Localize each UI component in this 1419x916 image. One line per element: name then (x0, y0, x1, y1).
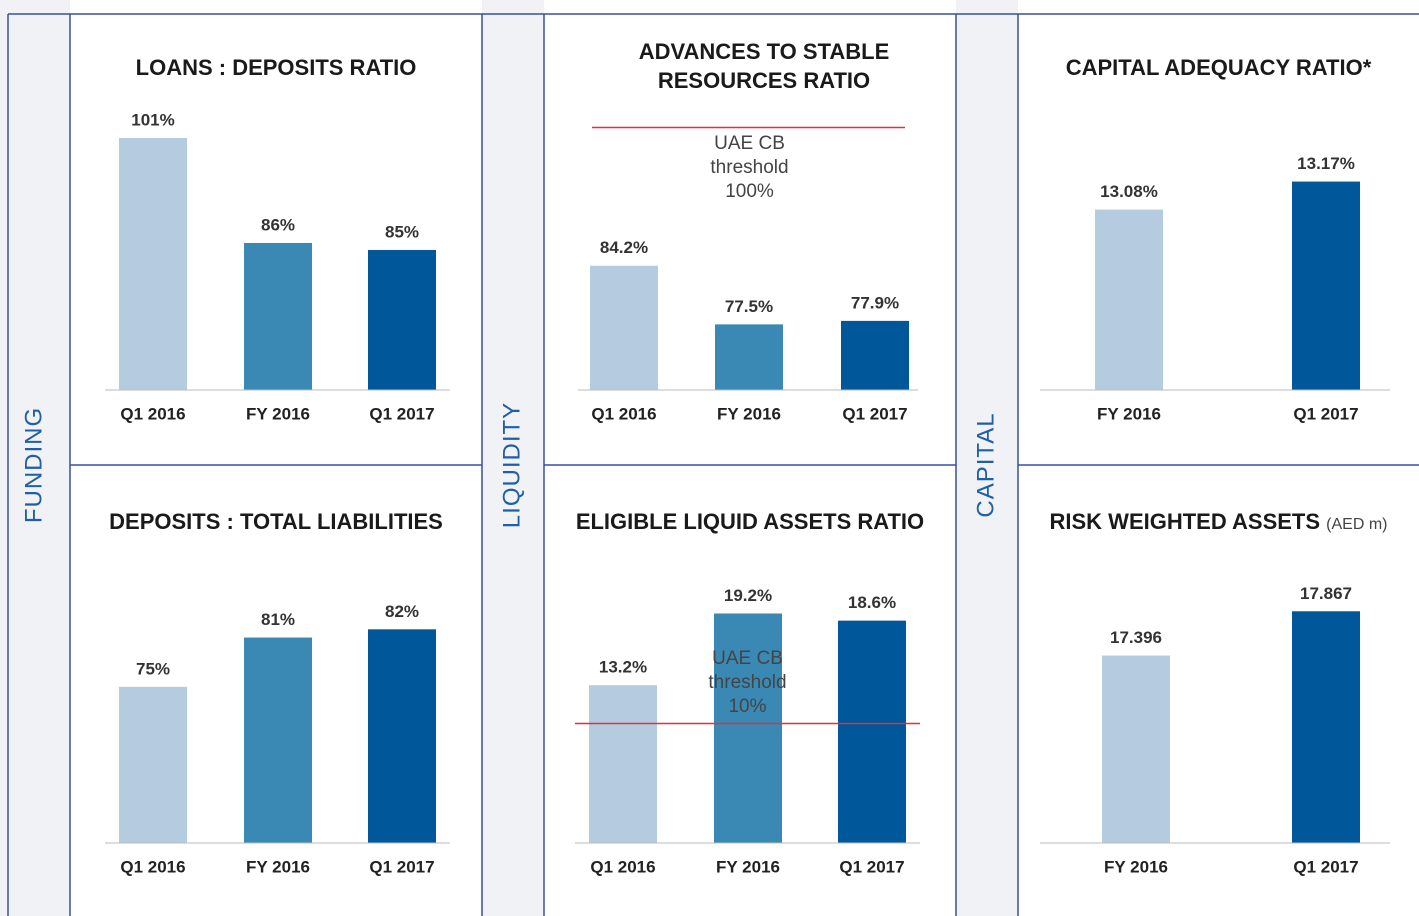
chart-title-text: DEPOSITS : TOTAL LIABILITIES (109, 509, 443, 534)
value-label: 77.5% (725, 297, 773, 316)
x-tick-label: Q1 2017 (842, 404, 907, 423)
bar (244, 637, 312, 843)
value-label: 85% (385, 222, 419, 241)
chart-title-text: ELIGIBLE LIQUID ASSETS RATIO (575, 509, 925, 534)
x-tick-label: Q1 2016 (590, 857, 655, 876)
bar (589, 685, 657, 843)
x-tick-label: Q1 2017 (1293, 857, 1358, 876)
x-tick-label: Q1 2017 (369, 857, 434, 876)
x-tick-label: Q1 2016 (591, 404, 656, 423)
value-label: 18.6% (848, 593, 896, 612)
x-tick-label: Q1 2016 (120, 404, 185, 423)
bar (1102, 655, 1170, 843)
chart-title: ELIGIBLE LIQUID ASSETS RATIO (544, 507, 956, 536)
chart-title: DEPOSITS : TOTAL LIABILITIES (70, 507, 482, 536)
section-strip (0, 0, 70, 916)
chart-title-text: ADVANCES TO STABLE RESOURCES RATIO (638, 39, 890, 93)
value-label: 17.396 (1110, 628, 1162, 647)
x-tick-label: FY 2016 (1104, 857, 1168, 876)
bar (1292, 181, 1360, 390)
section-label: FUNDING (20, 407, 47, 523)
value-label: 13.08% (1100, 182, 1158, 201)
x-tick-label: Q1 2017 (369, 404, 434, 423)
bar (841, 320, 909, 390)
chart-unit: (AED m) (1326, 516, 1388, 533)
x-tick-label: FY 2016 (717, 404, 781, 423)
bar (368, 629, 436, 843)
x-tick-label: Q1 2017 (839, 857, 904, 876)
value-label: 77.9% (851, 293, 899, 312)
threshold-label: UAE CB threshold 10% (708, 648, 787, 718)
value-label: 82% (385, 602, 419, 621)
section-label: LIQUIDITY (498, 402, 525, 528)
bar (119, 138, 187, 390)
chart-title-text: RISK WEIGHTED ASSETS (1049, 509, 1321, 534)
chart-title: LOANS : DEPOSITS RATIO (70, 53, 482, 82)
section-strip (956, 0, 1018, 916)
value-label: 13.17% (1297, 154, 1355, 173)
x-tick-label: FY 2016 (246, 404, 310, 423)
chart-title-text: LOANS : DEPOSITS RATIO (135, 55, 417, 80)
x-tick-label: Q1 2017 (1293, 404, 1358, 423)
x-tick-label: FY 2016 (246, 857, 310, 876)
x-tick-label: FY 2016 (1097, 404, 1161, 423)
value-label: 84.2% (600, 238, 648, 257)
bar (838, 620, 906, 843)
x-tick-label: Q1 2016 (120, 857, 185, 876)
value-label: 81% (261, 610, 295, 629)
chart-title-text: CAPITAL ADEQUACY RATIO* (1065, 55, 1372, 80)
value-label: 101% (131, 110, 174, 129)
value-label: 19.2% (724, 586, 772, 605)
bar (368, 250, 436, 390)
chart-title: RISK WEIGHTED ASSETS (AED m) (1018, 507, 1419, 539)
value-label: 75% (136, 659, 170, 678)
x-tick-label: FY 2016 (716, 857, 780, 876)
threshold-label: UAE CB threshold 100% (710, 132, 789, 202)
section-label: CAPITAL (972, 412, 999, 517)
chart-title: CAPITAL ADEQUACY RATIO* (1018, 53, 1419, 82)
value-label: 17.867 (1300, 584, 1352, 603)
bar (244, 243, 312, 390)
bar (119, 686, 187, 843)
bar (714, 613, 782, 843)
value-label: 86% (261, 215, 295, 234)
section-strip (482, 0, 544, 916)
bar (590, 265, 658, 390)
value-label: 13.2% (599, 658, 647, 677)
frame (7, 13, 1419, 916)
bar (1095, 209, 1163, 390)
bar (1292, 611, 1360, 843)
bar (715, 324, 783, 390)
chart-title: ADVANCES TO STABLE RESOURCES RATIO (594, 37, 934, 95)
